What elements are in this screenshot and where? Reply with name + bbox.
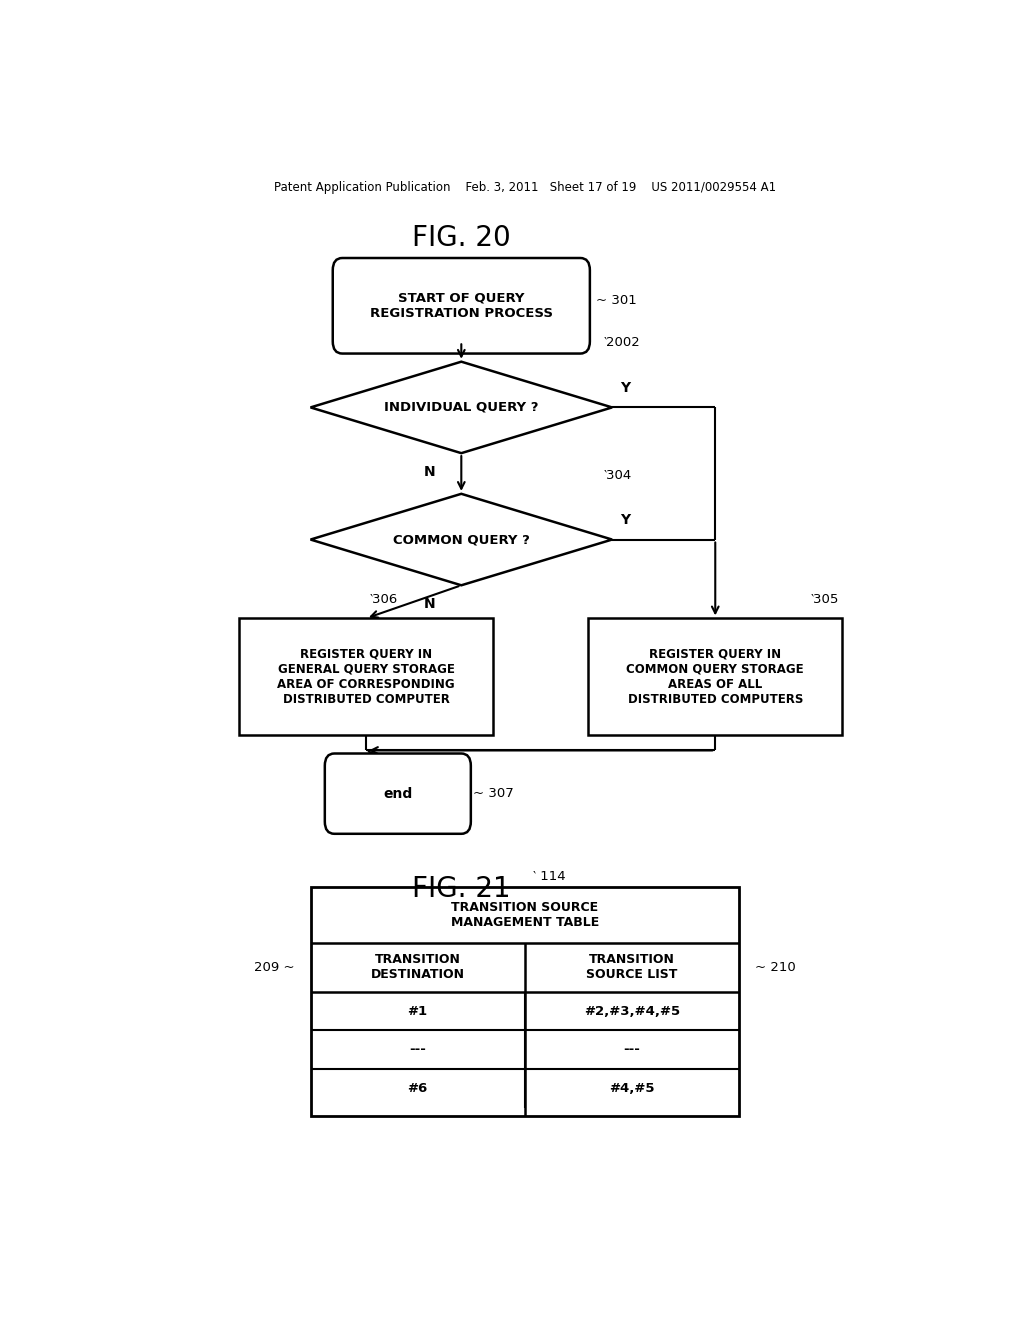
Text: 209 ~: 209 ~ <box>254 961 295 974</box>
Text: #4,#5: #4,#5 <box>609 1082 654 1094</box>
Text: TRANSITION
DESTINATION: TRANSITION DESTINATION <box>371 953 465 982</box>
Text: ‵ 114: ‵ 114 <box>532 870 565 883</box>
Text: #6: #6 <box>408 1082 428 1094</box>
Text: ---: --- <box>410 1043 426 1056</box>
Text: N: N <box>424 598 435 611</box>
Text: N: N <box>424 466 435 479</box>
Text: Y: Y <box>620 513 630 528</box>
Text: ---: --- <box>624 1043 640 1056</box>
Text: ‵306: ‵306 <box>370 593 398 606</box>
Text: #2,#3,#4,#5: #2,#3,#4,#5 <box>584 1005 680 1018</box>
Bar <box>239 618 493 735</box>
Text: REGISTER QUERY IN
GENERAL QUERY STORAGE
AREA OF CORRESPONDING
DISTRIBUTED COMPUT: REGISTER QUERY IN GENERAL QUERY STORAGE … <box>278 648 455 706</box>
Text: COMMON QUERY ?: COMMON QUERY ? <box>393 533 529 546</box>
Text: TRANSITION
SOURCE LIST: TRANSITION SOURCE LIST <box>587 953 678 982</box>
Text: #1: #1 <box>408 1005 428 1018</box>
Text: end: end <box>383 787 413 801</box>
Text: Patent Application Publication    Feb. 3, 2011   Sheet 17 of 19    US 2011/00295: Patent Application Publication Feb. 3, 2… <box>273 181 776 194</box>
Text: ~ 210: ~ 210 <box>755 961 796 974</box>
Text: FIG. 20: FIG. 20 <box>412 224 511 252</box>
Text: INDIVIDUAL QUERY ?: INDIVIDUAL QUERY ? <box>384 401 539 414</box>
Bar <box>588 618 842 735</box>
Text: ‵305: ‵305 <box>811 593 839 606</box>
Text: ~ 301: ~ 301 <box>596 294 637 308</box>
Text: ‵304: ‵304 <box>604 469 633 482</box>
FancyBboxPatch shape <box>333 257 590 354</box>
Text: REGISTER QUERY IN
COMMON QUERY STORAGE
AREAS OF ALL
DISTRIBUTED COMPUTERS: REGISTER QUERY IN COMMON QUERY STORAGE A… <box>627 648 804 706</box>
Text: START OF QUERY
REGISTRATION PROCESS: START OF QUERY REGISTRATION PROCESS <box>370 292 553 319</box>
Text: TRANSITION SOURCE
MANAGEMENT TABLE: TRANSITION SOURCE MANAGEMENT TABLE <box>451 902 599 929</box>
Bar <box>310 887 739 1115</box>
Polygon shape <box>310 362 612 453</box>
Polygon shape <box>310 494 612 585</box>
FancyBboxPatch shape <box>325 754 471 834</box>
Text: Y: Y <box>620 381 630 395</box>
Text: FIG. 21: FIG. 21 <box>412 875 511 903</box>
Text: ~ 307: ~ 307 <box>473 787 514 800</box>
Text: ‵2002: ‵2002 <box>604 337 641 350</box>
